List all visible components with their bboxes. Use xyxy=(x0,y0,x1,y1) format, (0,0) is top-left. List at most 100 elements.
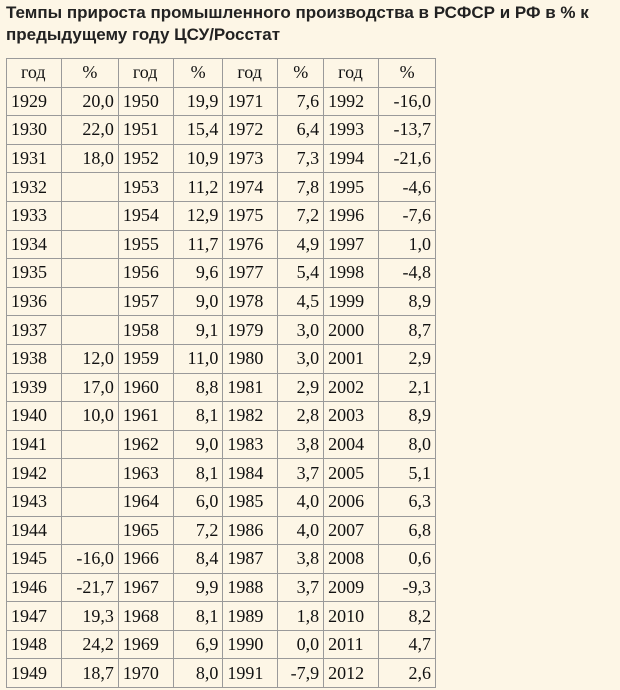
percent-cell: 8,0 xyxy=(378,429,436,460)
year-cell: 1931 xyxy=(6,143,62,174)
table-row: 1944 1965 7,2 1986 4,0 2007 6,8 xyxy=(6,515,436,546)
year-cell: 1961 xyxy=(117,401,174,431)
percent-cell: 3,8 xyxy=(277,544,325,574)
percent-cell: -7,6 xyxy=(378,200,436,231)
percent-cell: 1,8 xyxy=(277,601,325,631)
percent-cell: 2,8 xyxy=(277,401,325,431)
year-cell: 1954 xyxy=(117,200,174,231)
table-row: 1948 24,2 1969 6,9 1990 0,0 2011 4,7 xyxy=(6,629,436,660)
year-cell: 1953 xyxy=(117,172,174,202)
year-cell: 2009 xyxy=(323,572,380,603)
year-cell: 1982 xyxy=(222,401,279,431)
table-row: 1931 18,0 1952 10,9 1973 7,3 1994 -21,6 xyxy=(6,143,436,174)
year-cell: 1951 xyxy=(117,115,174,145)
year-cell: 1978 xyxy=(222,286,279,317)
year-cell: 1973 xyxy=(222,143,279,174)
percent-cell: 15,4 xyxy=(172,115,224,145)
year-cell: 1963 xyxy=(117,458,174,488)
percent-cell: 6,3 xyxy=(378,486,436,517)
year-cell: 2003 xyxy=(323,401,380,431)
percent-cell: 18,7 xyxy=(61,658,119,689)
percent-cell: 24,2 xyxy=(61,629,119,660)
percent-cell: -16,0 xyxy=(378,86,436,117)
year-cell: 1929 xyxy=(6,86,62,117)
percent-cell: 17,0 xyxy=(61,372,119,403)
percent-cell: -4,8 xyxy=(378,258,436,288)
table-row: 1945 -16,0 1966 8,4 1987 3,8 2008 0,6 xyxy=(6,544,436,574)
year-cell: 1957 xyxy=(117,286,174,317)
table-row: 1949 18,7 1970 8,0 1991 -7,9 2012 2,6 xyxy=(6,658,436,689)
percent-cell: 5,1 xyxy=(378,458,436,488)
year-cell: 1952 xyxy=(117,143,174,174)
table-row: 1934 1955 11,7 1976 4,9 1997 1,0 xyxy=(6,229,436,260)
table-row: 1932 1953 11,2 1974 7,8 1995 -4,6 xyxy=(6,172,436,202)
percent-cell: 9,0 xyxy=(172,286,224,317)
year-cell: 2010 xyxy=(323,601,380,631)
year-cell: 1971 xyxy=(222,86,279,117)
percent-cell: 3,0 xyxy=(277,343,325,374)
column-header: % xyxy=(61,58,119,88)
year-cell: 1986 xyxy=(222,515,279,546)
column-header: год xyxy=(6,58,62,88)
percent-cell: 10,0 xyxy=(61,401,119,431)
percent-cell: 4,0 xyxy=(277,515,325,546)
percent-cell: 3,8 xyxy=(277,429,325,460)
column-header: % xyxy=(277,58,325,88)
percent-cell: -13,7 xyxy=(378,115,436,145)
year-cell: 1948 xyxy=(6,629,62,660)
percent-cell: 10,9 xyxy=(172,143,224,174)
percent-cell: 4,9 xyxy=(277,229,325,260)
year-cell: 1977 xyxy=(222,258,279,288)
percent-cell: 12,0 xyxy=(61,343,119,374)
percent-cell: 11,0 xyxy=(172,343,224,374)
percent-cell: 11,7 xyxy=(172,229,224,260)
percent-cell xyxy=(61,200,119,231)
year-cell: 2005 xyxy=(323,458,380,488)
percent-cell: 7,6 xyxy=(277,86,325,117)
percent-cell: 7,3 xyxy=(277,143,325,174)
percent-cell: 7,8 xyxy=(277,172,325,202)
percent-cell: 20,0 xyxy=(61,86,119,117)
percent-cell xyxy=(61,172,119,202)
year-cell: 1960 xyxy=(117,372,174,403)
percent-cell: 5,4 xyxy=(277,258,325,288)
year-cell: 1939 xyxy=(6,372,62,403)
year-cell: 1970 xyxy=(117,658,174,689)
percent-cell: -16,0 xyxy=(61,544,119,574)
year-cell: 1972 xyxy=(222,115,279,145)
column-header: год xyxy=(222,58,279,88)
table-row: 1941 1962 9,0 1983 3,8 2004 8,0 xyxy=(6,429,436,460)
percent-cell: 9,9 xyxy=(172,572,224,603)
percent-cell: 6,8 xyxy=(378,515,436,546)
year-cell: 1941 xyxy=(6,429,62,460)
percent-cell: 8,1 xyxy=(172,458,224,488)
table-row: 1935 1956 9,6 1977 5,4 1998 -4,8 xyxy=(6,258,436,288)
percent-cell: -4,6 xyxy=(378,172,436,202)
percent-cell: -9,3 xyxy=(378,572,436,603)
year-cell: 1992 xyxy=(323,86,380,117)
year-cell: 1996 xyxy=(323,200,380,231)
year-cell: 1934 xyxy=(6,229,62,260)
percent-cell: 11,2 xyxy=(172,172,224,202)
year-cell: 1942 xyxy=(6,458,62,488)
year-cell: 1938 xyxy=(6,343,62,374)
percent-cell: 3,7 xyxy=(277,458,325,488)
table-head: год% год% год% год% xyxy=(6,58,436,88)
percent-cell: 1,0 xyxy=(378,229,436,260)
table-row: 1940 10,0 1961 8,1 1982 2,8 2003 8,9 xyxy=(6,401,436,431)
year-cell: 1990 xyxy=(222,629,279,660)
year-cell: 1967 xyxy=(117,572,174,603)
percent-cell: 8,4 xyxy=(172,544,224,574)
column-header: % xyxy=(172,58,224,88)
year-cell: 1989 xyxy=(222,601,279,631)
percent-cell: 8,1 xyxy=(172,601,224,631)
year-cell: 1964 xyxy=(117,486,174,517)
year-cell: 1930 xyxy=(6,115,62,145)
percent-cell: 0,0 xyxy=(277,629,325,660)
table-body: 1929 20,0 1950 19,9 1971 7,6 1992 -16,0 1930 22,0… xyxy=(6,86,436,689)
percent-cell xyxy=(61,486,119,517)
year-cell: 2004 xyxy=(323,429,380,460)
percent-cell: 3,0 xyxy=(277,315,325,345)
year-cell: 1997 xyxy=(323,229,380,260)
year-cell: 1994 xyxy=(323,143,380,174)
